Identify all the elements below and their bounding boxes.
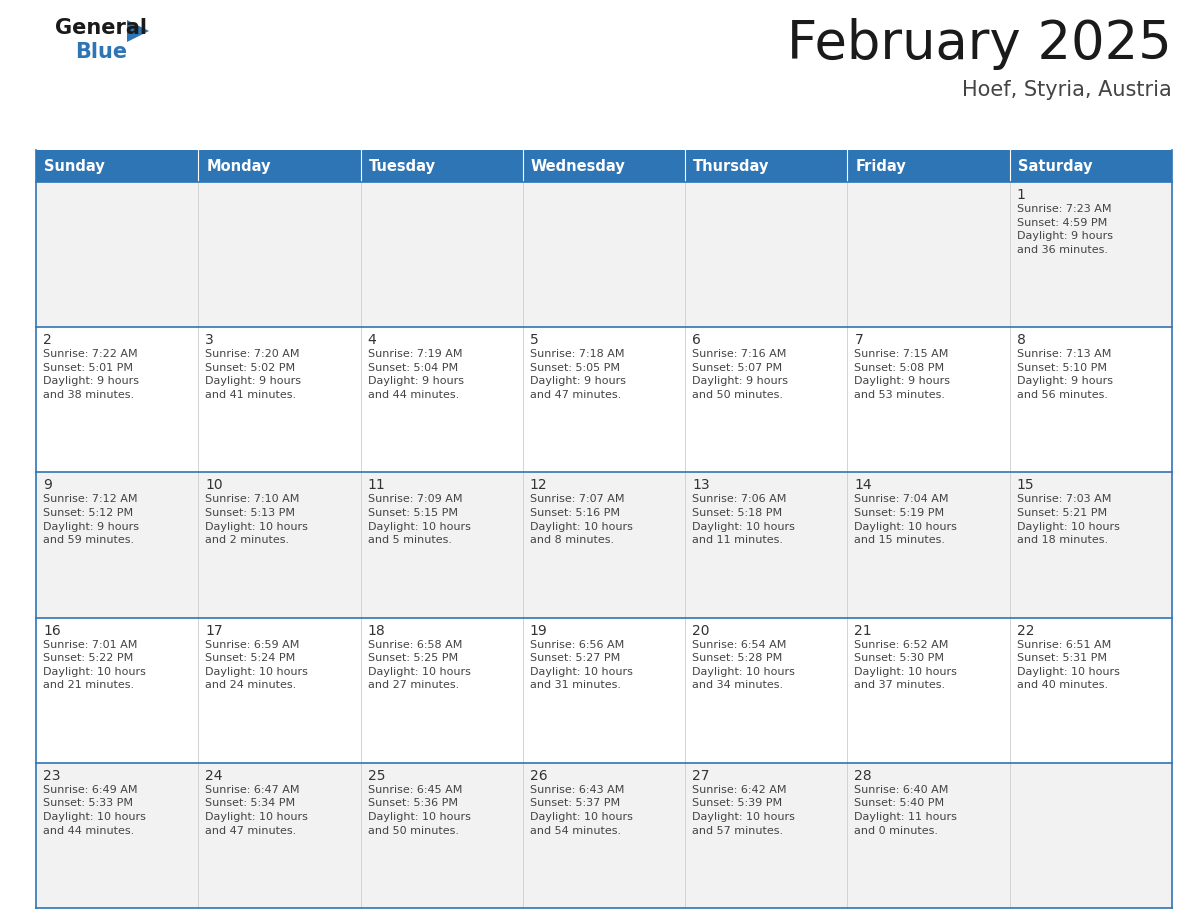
Text: Sunrise: 7:04 AM
Sunset: 5:19 PM
Daylight: 10 hours
and 15 minutes.: Sunrise: 7:04 AM Sunset: 5:19 PM Dayligh… <box>854 495 958 545</box>
Text: 27: 27 <box>693 768 709 783</box>
Bar <box>1010 150 1173 182</box>
Text: Sunrise: 6:54 AM
Sunset: 5:28 PM
Daylight: 10 hours
and 34 minutes.: Sunrise: 6:54 AM Sunset: 5:28 PM Dayligh… <box>693 640 795 690</box>
Text: Sunrise: 6:49 AM
Sunset: 5:33 PM
Daylight: 10 hours
and 44 minutes.: Sunrise: 6:49 AM Sunset: 5:33 PM Dayligh… <box>43 785 146 835</box>
Text: Sunrise: 6:47 AM
Sunset: 5:34 PM
Daylight: 10 hours
and 47 minutes.: Sunrise: 6:47 AM Sunset: 5:34 PM Dayligh… <box>206 785 308 835</box>
Text: Sunrise: 7:10 AM
Sunset: 5:13 PM
Daylight: 10 hours
and 2 minutes.: Sunrise: 7:10 AM Sunset: 5:13 PM Dayligh… <box>206 495 308 545</box>
Text: Sunrise: 7:01 AM
Sunset: 5:22 PM
Daylight: 10 hours
and 21 minutes.: Sunrise: 7:01 AM Sunset: 5:22 PM Dayligh… <box>43 640 146 690</box>
Text: Sunrise: 7:03 AM
Sunset: 5:21 PM
Daylight: 10 hours
and 18 minutes.: Sunrise: 7:03 AM Sunset: 5:21 PM Dayligh… <box>1017 495 1119 545</box>
Text: Sunday: Sunday <box>44 159 105 174</box>
Text: February 2025: February 2025 <box>788 18 1173 70</box>
Text: 25: 25 <box>367 768 385 783</box>
Text: 19: 19 <box>530 623 548 638</box>
Text: 17: 17 <box>206 623 223 638</box>
Text: 6: 6 <box>693 333 701 347</box>
Text: Wednesday: Wednesday <box>531 159 626 174</box>
Text: General: General <box>55 18 147 38</box>
Text: Sunrise: 7:23 AM
Sunset: 4:59 PM
Daylight: 9 hours
and 36 minutes.: Sunrise: 7:23 AM Sunset: 4:59 PM Dayligh… <box>1017 204 1113 255</box>
Text: 23: 23 <box>43 768 61 783</box>
Text: Sunrise: 7:20 AM
Sunset: 5:02 PM
Daylight: 9 hours
and 41 minutes.: Sunrise: 7:20 AM Sunset: 5:02 PM Dayligh… <box>206 349 302 400</box>
Text: Sunrise: 6:58 AM
Sunset: 5:25 PM
Daylight: 10 hours
and 27 minutes.: Sunrise: 6:58 AM Sunset: 5:25 PM Dayligh… <box>367 640 470 690</box>
Text: Hoef, Styria, Austria: Hoef, Styria, Austria <box>962 80 1173 100</box>
Text: Sunrise: 7:16 AM
Sunset: 5:07 PM
Daylight: 9 hours
and 50 minutes.: Sunrise: 7:16 AM Sunset: 5:07 PM Dayligh… <box>693 349 788 400</box>
Bar <box>198 150 361 182</box>
Text: Sunrise: 7:12 AM
Sunset: 5:12 PM
Daylight: 9 hours
and 59 minutes.: Sunrise: 7:12 AM Sunset: 5:12 PM Dayligh… <box>43 495 139 545</box>
Text: Sunrise: 7:22 AM
Sunset: 5:01 PM
Daylight: 9 hours
and 38 minutes.: Sunrise: 7:22 AM Sunset: 5:01 PM Dayligh… <box>43 349 139 400</box>
Text: Monday: Monday <box>207 159 271 174</box>
Text: Sunrise: 7:06 AM
Sunset: 5:18 PM
Daylight: 10 hours
and 11 minutes.: Sunrise: 7:06 AM Sunset: 5:18 PM Dayligh… <box>693 495 795 545</box>
Text: Sunrise: 7:07 AM
Sunset: 5:16 PM
Daylight: 10 hours
and 8 minutes.: Sunrise: 7:07 AM Sunset: 5:16 PM Dayligh… <box>530 495 633 545</box>
Text: 24: 24 <box>206 768 223 783</box>
Text: Sunrise: 6:40 AM
Sunset: 5:40 PM
Daylight: 11 hours
and 0 minutes.: Sunrise: 6:40 AM Sunset: 5:40 PM Dayligh… <box>854 785 958 835</box>
Text: Sunrise: 7:09 AM
Sunset: 5:15 PM
Daylight: 10 hours
and 5 minutes.: Sunrise: 7:09 AM Sunset: 5:15 PM Dayligh… <box>367 495 470 545</box>
Bar <box>847 150 1010 182</box>
Bar <box>36 763 1173 908</box>
Text: 1: 1 <box>1017 188 1025 202</box>
Text: 15: 15 <box>1017 478 1035 492</box>
Text: Sunrise: 6:43 AM
Sunset: 5:37 PM
Daylight: 10 hours
and 54 minutes.: Sunrise: 6:43 AM Sunset: 5:37 PM Dayligh… <box>530 785 633 835</box>
Text: 4: 4 <box>367 333 377 347</box>
Text: Sunrise: 6:45 AM
Sunset: 5:36 PM
Daylight: 10 hours
and 50 minutes.: Sunrise: 6:45 AM Sunset: 5:36 PM Dayligh… <box>367 785 470 835</box>
Text: Sunrise: 6:56 AM
Sunset: 5:27 PM
Daylight: 10 hours
and 31 minutes.: Sunrise: 6:56 AM Sunset: 5:27 PM Dayligh… <box>530 640 633 690</box>
Text: 9: 9 <box>43 478 52 492</box>
Text: 28: 28 <box>854 768 872 783</box>
Text: 2: 2 <box>43 333 52 347</box>
Text: Sunrise: 6:51 AM
Sunset: 5:31 PM
Daylight: 10 hours
and 40 minutes.: Sunrise: 6:51 AM Sunset: 5:31 PM Dayligh… <box>1017 640 1119 690</box>
Text: 16: 16 <box>43 623 61 638</box>
Bar <box>36 182 1173 327</box>
Text: Sunrise: 6:52 AM
Sunset: 5:30 PM
Daylight: 10 hours
and 37 minutes.: Sunrise: 6:52 AM Sunset: 5:30 PM Dayligh… <box>854 640 958 690</box>
Text: Sunrise: 7:15 AM
Sunset: 5:08 PM
Daylight: 9 hours
and 53 minutes.: Sunrise: 7:15 AM Sunset: 5:08 PM Dayligh… <box>854 349 950 400</box>
Text: Sunrise: 6:42 AM
Sunset: 5:39 PM
Daylight: 10 hours
and 57 minutes.: Sunrise: 6:42 AM Sunset: 5:39 PM Dayligh… <box>693 785 795 835</box>
Text: 26: 26 <box>530 768 548 783</box>
Text: Sunrise: 6:59 AM
Sunset: 5:24 PM
Daylight: 10 hours
and 24 minutes.: Sunrise: 6:59 AM Sunset: 5:24 PM Dayligh… <box>206 640 308 690</box>
Bar <box>36 150 198 182</box>
Text: Saturday: Saturday <box>1018 159 1092 174</box>
Text: Sunrise: 7:13 AM
Sunset: 5:10 PM
Daylight: 9 hours
and 56 minutes.: Sunrise: 7:13 AM Sunset: 5:10 PM Dayligh… <box>1017 349 1113 400</box>
Text: Thursday: Thursday <box>693 159 770 174</box>
Text: Sunrise: 7:19 AM
Sunset: 5:04 PM
Daylight: 9 hours
and 44 minutes.: Sunrise: 7:19 AM Sunset: 5:04 PM Dayligh… <box>367 349 463 400</box>
Text: 22: 22 <box>1017 623 1035 638</box>
Text: 11: 11 <box>367 478 385 492</box>
Text: 12: 12 <box>530 478 548 492</box>
Text: 8: 8 <box>1017 333 1025 347</box>
Bar <box>685 150 847 182</box>
Bar <box>36 327 1173 473</box>
Text: 18: 18 <box>367 623 385 638</box>
Text: Tuesday: Tuesday <box>368 159 436 174</box>
Polygon shape <box>127 20 148 42</box>
Text: Sunrise: 7:18 AM
Sunset: 5:05 PM
Daylight: 9 hours
and 47 minutes.: Sunrise: 7:18 AM Sunset: 5:05 PM Dayligh… <box>530 349 626 400</box>
Text: 20: 20 <box>693 623 709 638</box>
Text: 21: 21 <box>854 623 872 638</box>
Text: Friday: Friday <box>855 159 906 174</box>
Text: 14: 14 <box>854 478 872 492</box>
Text: 10: 10 <box>206 478 223 492</box>
Bar <box>523 150 685 182</box>
Text: Blue: Blue <box>75 42 127 62</box>
Bar <box>36 618 1173 763</box>
Bar <box>361 150 523 182</box>
Text: 5: 5 <box>530 333 538 347</box>
Bar <box>36 473 1173 618</box>
Text: 3: 3 <box>206 333 214 347</box>
Text: 7: 7 <box>854 333 864 347</box>
Text: 13: 13 <box>693 478 709 492</box>
